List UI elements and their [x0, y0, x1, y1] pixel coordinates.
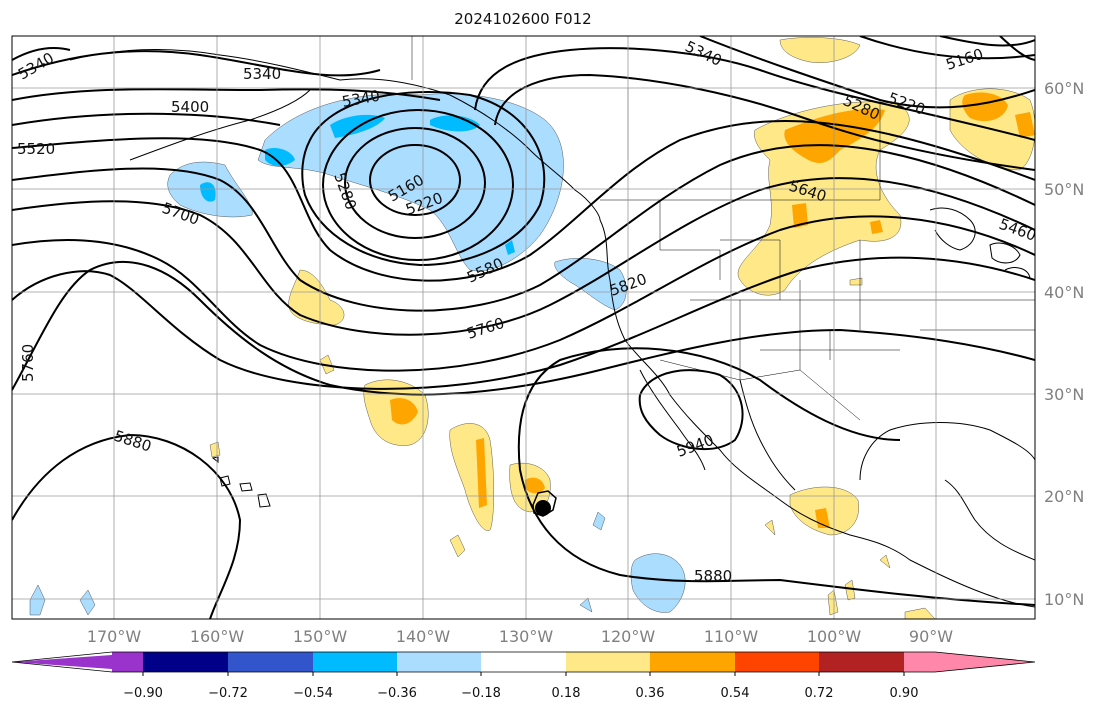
lat-label: 30°N [1044, 385, 1084, 404]
contour-label: 5940 [674, 431, 716, 461]
colorbar-tick-label: −0.54 [293, 686, 333, 701]
contour-label: 5760 [19, 344, 37, 382]
lat-label: 20°N [1044, 487, 1084, 506]
colorbar-segment [112, 652, 143, 672]
colorbar-tick-label: 0.72 [805, 686, 834, 701]
colorbar [11, 651, 1036, 676]
colorbar-segment [566, 652, 650, 672]
colorbar-segment [313, 652, 397, 672]
colorbar-segment [397, 652, 481, 672]
lon-label: 110°W [704, 627, 759, 646]
latitude-labels: 60°N 50°N 40°N 30°N 20°N 10°N [1044, 79, 1084, 609]
lon-label: 120°W [601, 627, 656, 646]
contour-label: 5760 [465, 314, 507, 343]
coastlines [69, 49, 1035, 608]
colorbar-tick-label: −0.18 [461, 686, 501, 701]
colorbar-tick-label: 0.18 [552, 686, 581, 701]
lon-label: 140°W [396, 627, 451, 646]
contour-label: 5340 [15, 49, 57, 84]
lon-label: 130°W [499, 627, 554, 646]
colorbar-tick-label: 0.36 [636, 686, 665, 701]
colorbar-segment [228, 652, 313, 672]
colorbar-outline [11, 651, 1036, 673]
lat-label: 50°N [1044, 180, 1084, 199]
colorbar-tick-label: −0.36 [377, 686, 417, 701]
map-frame [11, 35, 1036, 620]
lat-label: 60°N [1044, 79, 1084, 98]
colorbar-tick-label: 0.54 [721, 686, 750, 701]
lon-label: 150°W [293, 627, 348, 646]
colorbar-segment [735, 652, 819, 672]
colorbar-segment [650, 652, 735, 672]
colorbar-tick-label: −0.72 [208, 686, 248, 701]
graticule [12, 36, 1035, 619]
colorbar-tick-label: −0.90 [123, 686, 163, 701]
colorbar-segment [481, 652, 566, 672]
height-contours [12, 36, 1035, 619]
positive-anomaly-areas [209, 37, 1035, 619]
map-title: 2024102600 F012 [454, 10, 592, 28]
colorbar-segment [143, 652, 228, 672]
lon-label: 160°W [190, 627, 245, 646]
lon-label: 90°W [909, 627, 953, 646]
contour-label: 5340 [243, 65, 281, 83]
contour-label: 5160 [944, 45, 986, 74]
cyclone-icon [532, 490, 557, 517]
colorbar-extend-high [935, 652, 1035, 672]
contour-label: 5520 [17, 140, 55, 158]
lon-label: 170°W [87, 627, 142, 646]
colorbar-tick-label: 0.90 [890, 686, 919, 701]
lon-label: 100°W [807, 627, 862, 646]
colorbar-ticks: −0.90 −0.72 −0.54 −0.36 −0.18 0.18 0.36 … [123, 686, 918, 701]
colorbar-segment [904, 652, 935, 672]
contour-label: 5460 [997, 215, 1039, 245]
lat-label: 40°N [1044, 283, 1084, 302]
contour-label: 5880 [112, 427, 154, 456]
negative-anomaly-areas [29, 93, 686, 616]
colorbar-segment [819, 652, 904, 672]
contour-label: 5880 [694, 567, 732, 585]
lat-label: 10°N [1044, 590, 1084, 609]
contour-label: 5400 [171, 98, 209, 116]
longitude-labels: 170°W 160°W 150°W 140°W 130°W 120°W 110°… [87, 627, 953, 646]
